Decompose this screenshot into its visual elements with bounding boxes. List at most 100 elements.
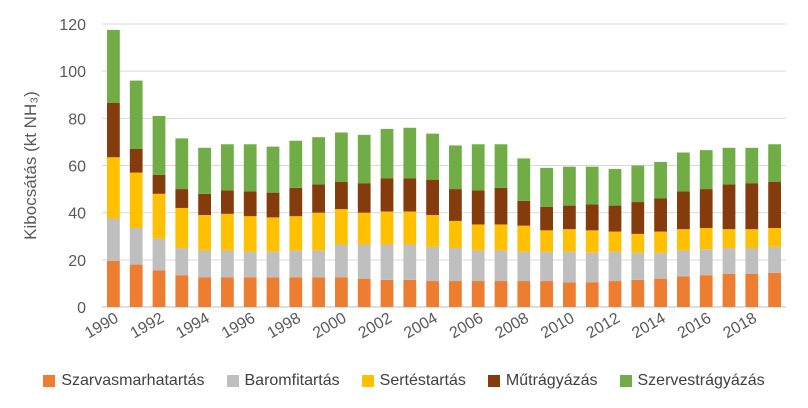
bar-segment — [129, 148, 143, 173]
bar-segment — [312, 137, 325, 185]
bar-segment — [107, 218, 120, 262]
y-tick-label: 120 — [59, 17, 86, 34]
bar-segment — [403, 211, 417, 245]
bar-segment — [380, 279, 394, 307]
bar-segment — [768, 246, 781, 273]
bar-segment — [266, 146, 280, 193]
legend-label: Műtrágyázás — [505, 372, 598, 389]
bar-segment — [699, 189, 713, 228]
bar-segment — [768, 144, 781, 183]
bar-segment — [563, 282, 576, 307]
bar-segment — [289, 216, 303, 251]
bar-segment — [129, 227, 143, 265]
bar-segment — [152, 115, 166, 175]
x-tick-label: 2014 — [629, 310, 668, 343]
bar-segment — [654, 198, 667, 232]
y-tick-label: 40 — [68, 206, 86, 223]
bar-segment — [631, 165, 645, 203]
bar-segment — [563, 251, 576, 283]
bar-segment — [517, 281, 531, 307]
legend-item: Sertéstartás — [361, 372, 466, 390]
bar-segment — [107, 29, 120, 104]
bar-segment — [494, 224, 508, 251]
bar-segment — [631, 252, 645, 280]
bar-segment — [312, 277, 325, 307]
bar-segment — [357, 134, 371, 184]
x-tick-label: 2018 — [720, 310, 759, 343]
bar-segment — [585, 166, 599, 205]
bar-segment — [403, 244, 417, 280]
legend-label: Sertéstartás — [379, 372, 466, 389]
bar-segment — [129, 264, 143, 307]
bar-segment — [471, 250, 485, 282]
bar-segment — [175, 275, 189, 307]
bar-segment — [745, 273, 759, 307]
bar-segment — [608, 169, 622, 206]
bar-segment — [563, 205, 576, 230]
bar-segment — [266, 192, 280, 218]
bar-segment — [335, 209, 348, 245]
x-tick-label: 1996 — [219, 310, 258, 343]
bar-segment — [129, 80, 143, 149]
bar-segment — [768, 182, 781, 228]
bar-segment — [380, 244, 394, 280]
bar-segment — [631, 279, 645, 307]
bar-segment — [722, 229, 736, 249]
bar-segment — [335, 132, 348, 183]
bar-segment — [426, 215, 439, 247]
bar-segment — [221, 213, 234, 251]
bar-segment — [585, 204, 599, 231]
x-tick-label: 1998 — [264, 310, 303, 343]
bar-segment — [768, 272, 781, 307]
bar-segment — [243, 216, 257, 252]
bar-segment — [517, 200, 531, 226]
bar-segment — [517, 158, 531, 201]
y-axis-label: Kibocsátás (kt NH₃) — [21, 91, 40, 240]
bar-segment — [654, 231, 667, 253]
bar-segment — [266, 251, 280, 278]
bar-segment — [380, 128, 394, 179]
bar-segment — [677, 191, 690, 230]
bar-segment — [357, 212, 371, 245]
bar-segment — [631, 233, 645, 253]
bar-segment — [494, 250, 508, 282]
bar-segment — [722, 248, 736, 274]
bar-segment — [175, 207, 189, 249]
bar-segment — [243, 191, 257, 217]
bar-segment — [608, 281, 622, 307]
bar-segment — [243, 251, 257, 278]
bar-segment — [722, 147, 736, 185]
bar-segment — [540, 281, 553, 307]
legend-item: Műtrágyázás — [487, 372, 598, 390]
bar-segment — [631, 202, 645, 234]
bar-segment — [107, 103, 120, 158]
legend-label: Baromfitartás — [244, 372, 340, 389]
bar-segment — [175, 189, 189, 208]
bar-segment — [198, 250, 211, 278]
bar-segment — [722, 273, 736, 307]
bar-segment — [540, 167, 553, 207]
bar-segment — [243, 277, 257, 307]
x-tick-label: 2012 — [584, 310, 623, 343]
bar-segment — [540, 230, 553, 252]
bar-segment — [449, 281, 462, 307]
bar-segment — [221, 250, 234, 278]
bar-segment — [426, 133, 439, 180]
bar-segment — [471, 281, 485, 307]
y-tick-label: 0 — [77, 300, 86, 317]
bar-segment — [289, 277, 303, 307]
bar-segment — [198, 147, 211, 194]
y-tick-label: 100 — [59, 64, 86, 81]
bar-segment — [403, 178, 417, 212]
bar-segment — [471, 224, 485, 251]
bar-segment — [426, 246, 439, 282]
bar-segment — [699, 275, 713, 307]
bar-segment — [745, 248, 759, 274]
bar-segment — [335, 277, 348, 307]
bar-segment — [654, 161, 667, 199]
bar-segment — [312, 184, 325, 213]
bar-segment — [289, 250, 303, 278]
x-tick-label: 2004 — [401, 310, 440, 343]
y-tick-label: 80 — [68, 111, 86, 128]
